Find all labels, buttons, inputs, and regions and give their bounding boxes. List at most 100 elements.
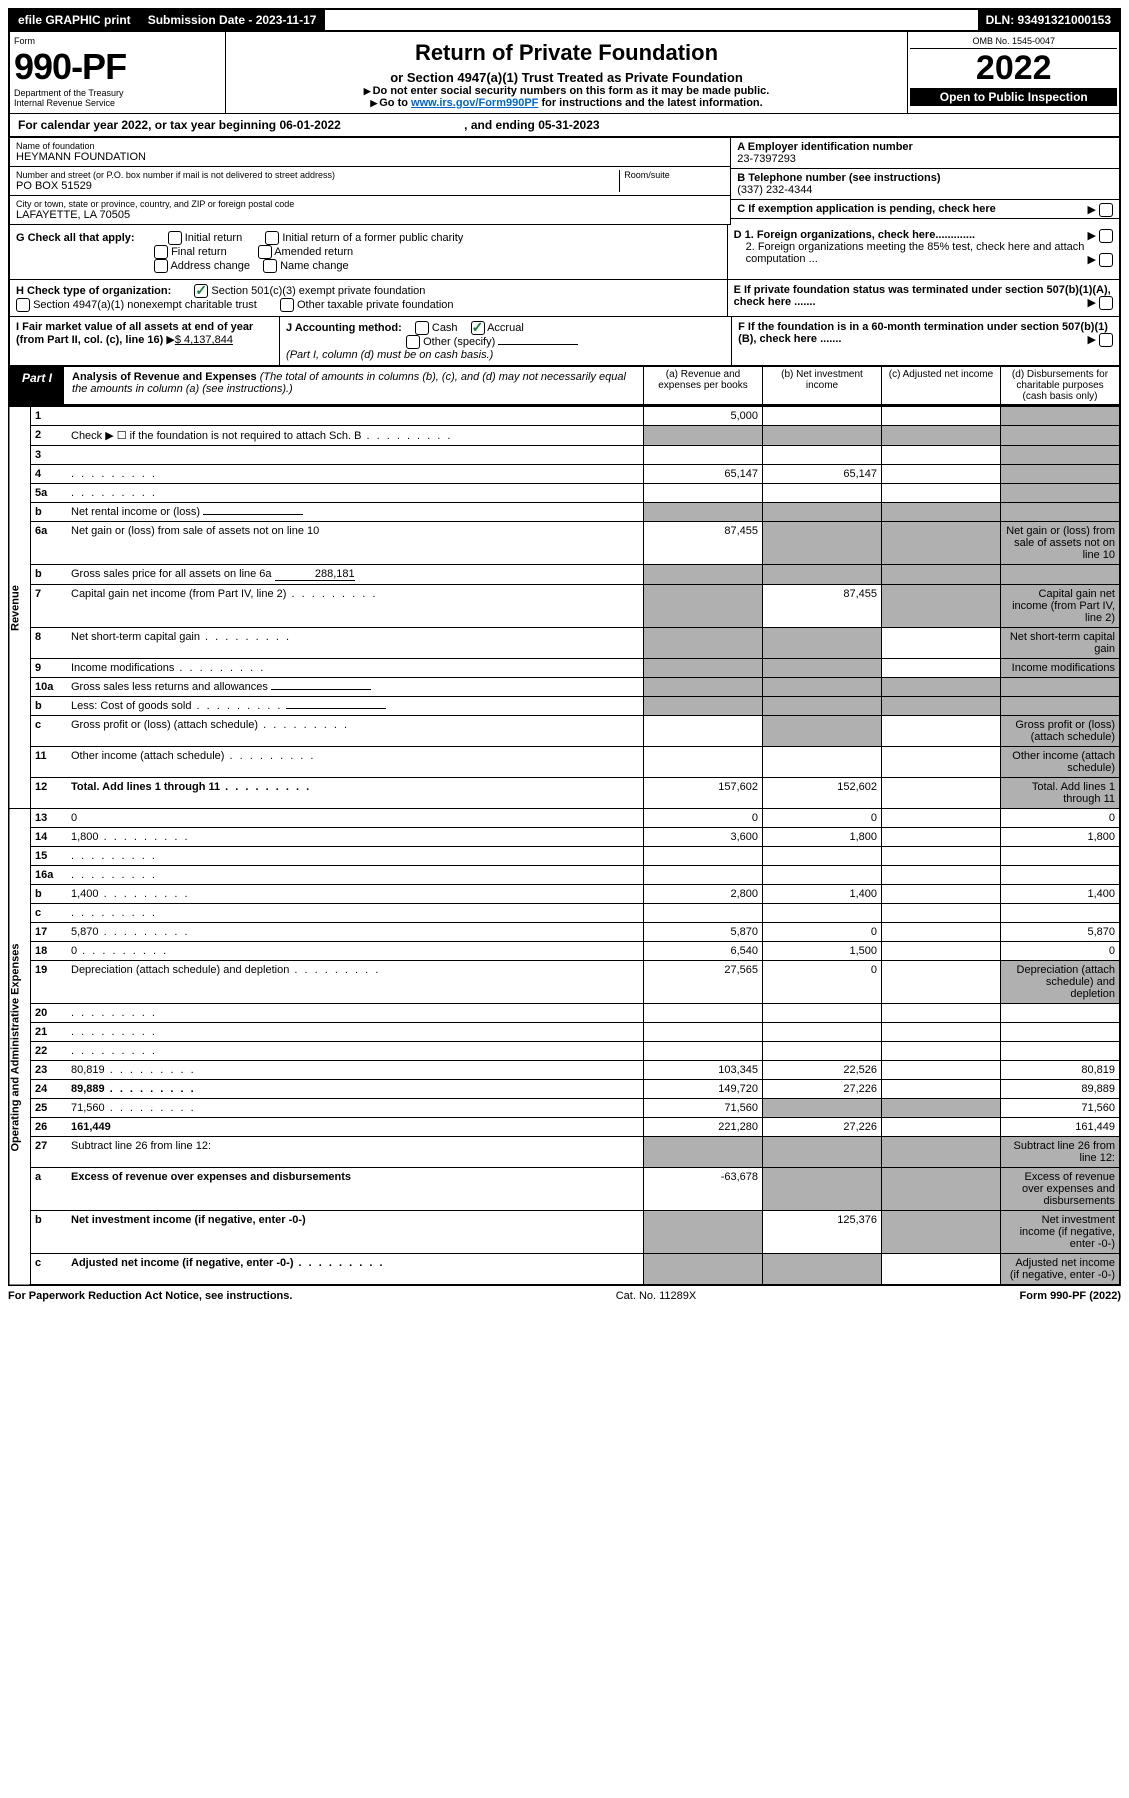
line-desc	[67, 1042, 644, 1061]
line-num: b	[31, 565, 68, 585]
amount-cell	[882, 961, 1001, 1004]
line-desc	[67, 407, 644, 426]
form-number: 990-PF	[14, 46, 221, 88]
table-row: cAdjusted net income (if negative, enter…	[9, 1254, 1120, 1286]
amount-cell: 71,560	[644, 1099, 763, 1118]
amount-cell	[882, 1254, 1001, 1286]
line-num: a	[31, 1168, 68, 1211]
dept: Department of the Treasury	[14, 88, 221, 98]
amount-cell: 157,602	[644, 778, 763, 809]
amount-cell	[882, 747, 1001, 778]
line-num: b	[31, 885, 68, 904]
table-row: b1,4002,8001,4001,400	[9, 885, 1120, 904]
part1-table: Revenue15,0002Check ▶ ☐ if the foundatio…	[8, 406, 1121, 1286]
g-initial-former[interactable]	[265, 231, 279, 245]
j-accrual[interactable]	[471, 321, 485, 335]
line-desc: 161,449	[67, 1118, 644, 1137]
amount-cell: Excess of revenue over expenses and disb…	[1001, 1168, 1121, 1211]
h-501c3[interactable]	[194, 284, 208, 298]
amount-cell	[763, 847, 882, 866]
side-label: Operating and Administrative Expenses	[9, 809, 31, 1286]
amount-cell	[644, 1004, 763, 1023]
amount-cell	[882, 465, 1001, 484]
foundation-name: HEYMANN FOUNDATION	[16, 151, 724, 163]
line-num: 3	[31, 446, 68, 465]
amount-cell	[882, 659, 1001, 678]
amount-cell	[1001, 904, 1121, 923]
h-other[interactable]	[280, 298, 294, 312]
amount-cell	[882, 628, 1001, 659]
amount-cell: 221,280	[644, 1118, 763, 1137]
calendar-year-row: For calendar year 2022, or tax year begi…	[8, 113, 1121, 138]
amount-cell: 0	[763, 923, 882, 942]
form-header: Form 990-PF Department of the Treasury I…	[8, 32, 1121, 113]
line-num: 21	[31, 1023, 68, 1042]
amount-cell	[763, 1023, 882, 1042]
j-other[interactable]	[406, 335, 420, 349]
line-desc: 0	[67, 809, 644, 828]
amount-cell	[882, 585, 1001, 628]
table-row: 26161,449221,28027,226161,449	[9, 1118, 1120, 1137]
line-num: 23	[31, 1061, 68, 1080]
line-num: 10a	[31, 678, 68, 697]
submission-date: Submission Date - 2023-11-17	[140, 10, 326, 30]
amount-cell: 1,400	[763, 885, 882, 904]
entity-info: Name of foundation HEYMANN FOUNDATION Nu…	[8, 138, 1121, 225]
e-checkbox[interactable]	[1099, 296, 1113, 310]
f-checkbox[interactable]	[1099, 333, 1113, 347]
g-label: G Check all that apply:	[16, 232, 135, 244]
amount-cell	[882, 885, 1001, 904]
j-cash[interactable]	[415, 321, 429, 335]
amount-cell	[1001, 866, 1121, 885]
line-num: 16a	[31, 866, 68, 885]
ein-label: A Employer identification number	[737, 141, 1113, 153]
table-row: 16a	[9, 866, 1120, 885]
part1-label: Part I	[10, 367, 64, 404]
table-row: bGross sales price for all assets on lin…	[9, 565, 1120, 585]
line-num: c	[31, 716, 68, 747]
amount-cell: 65,147	[644, 465, 763, 484]
g-initial[interactable]	[168, 231, 182, 245]
table-row: 3	[9, 446, 1120, 465]
d2-checkbox[interactable]	[1099, 253, 1113, 267]
line-num: 19	[31, 961, 68, 1004]
amount-cell: 0	[1001, 809, 1121, 828]
form-title: Return of Private Foundation	[230, 40, 904, 66]
amount-cell: 149,720	[644, 1080, 763, 1099]
g-final[interactable]	[154, 245, 168, 259]
open-public: Open to Public Inspection	[910, 88, 1117, 106]
irs-link[interactable]: www.irs.gov/Form990PF	[411, 97, 538, 109]
amount-cell: 125,376	[763, 1211, 882, 1254]
h-4947[interactable]	[16, 298, 30, 312]
amount-cell: Gross profit or (loss) (attach schedule)	[1001, 716, 1121, 747]
table-row: 141,8003,6001,8001,800	[9, 828, 1120, 847]
table-row: 11Other income (attach schedule)Other in…	[9, 747, 1120, 778]
amount-cell	[644, 659, 763, 678]
c-checkbox[interactable]	[1099, 203, 1113, 217]
amount-cell	[1001, 484, 1121, 503]
g-name[interactable]	[263, 259, 277, 273]
line-num: 13	[31, 809, 68, 828]
amount-cell	[882, 1042, 1001, 1061]
g-amended[interactable]	[258, 245, 272, 259]
line-desc	[67, 465, 644, 484]
amount-cell	[644, 847, 763, 866]
line-num: 14	[31, 828, 68, 847]
g-address[interactable]	[154, 259, 168, 273]
amount-cell: 89,889	[1001, 1080, 1121, 1099]
efile-label[interactable]: efile GRAPHIC print	[10, 10, 140, 30]
amount-cell	[644, 484, 763, 503]
line-desc: Gross sales less returns and allowances	[67, 678, 644, 697]
line-desc: Capital gain net income (from Part IV, l…	[67, 585, 644, 628]
amount-cell	[644, 1211, 763, 1254]
d1-checkbox[interactable]	[1099, 229, 1113, 243]
amount-cell: 152,602	[763, 778, 882, 809]
amount-cell	[882, 1211, 1001, 1254]
table-row: 19Depreciation (attach schedule) and dep…	[9, 961, 1120, 1004]
table-row: 7Capital gain net income (from Part IV, …	[9, 585, 1120, 628]
amount-cell	[1001, 1023, 1121, 1042]
col-c-head: (c) Adjusted net income	[881, 367, 1000, 404]
tax-year: 2022	[910, 49, 1117, 88]
line-desc: Other income (attach schedule)	[67, 747, 644, 778]
amount-cell	[882, 828, 1001, 847]
